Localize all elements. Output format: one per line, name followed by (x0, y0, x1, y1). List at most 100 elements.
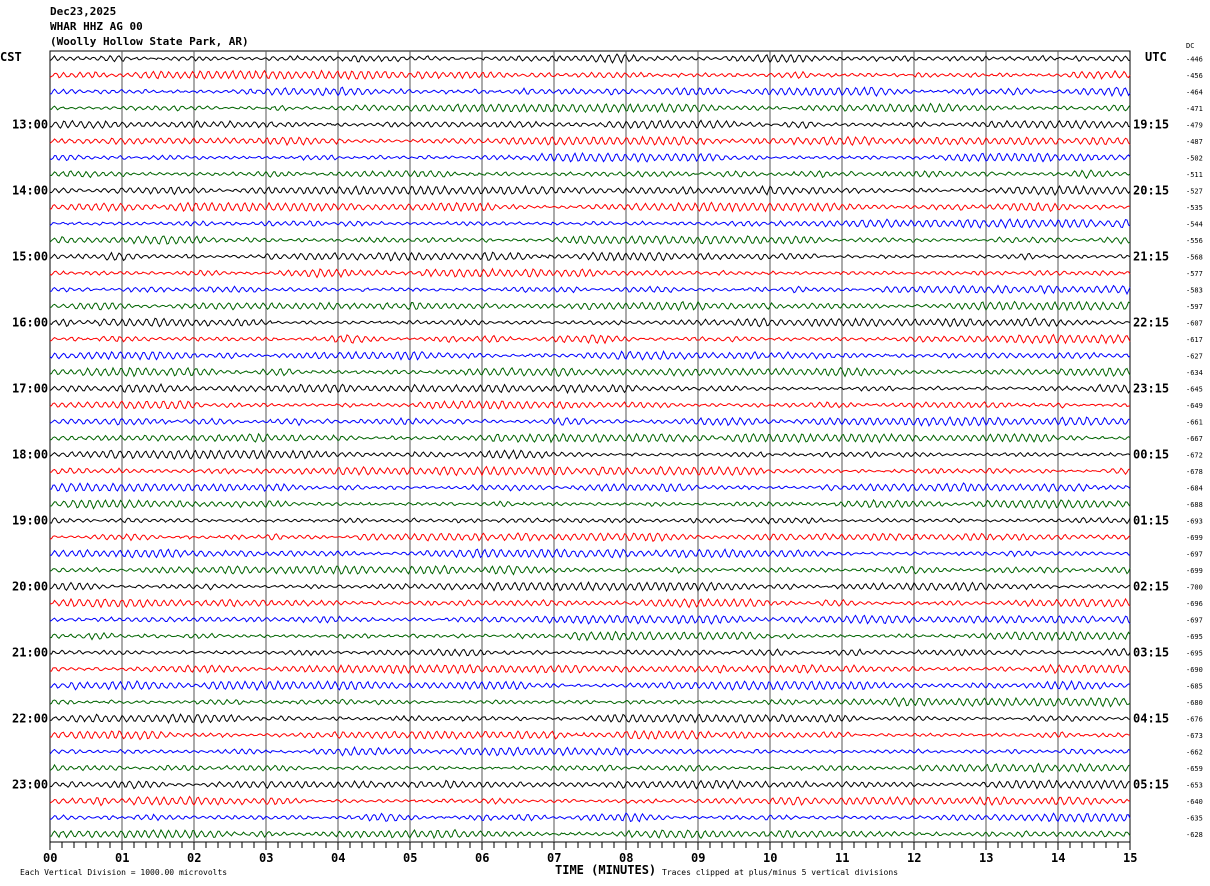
dc-offset-label: -635 (1186, 815, 1203, 823)
dc-offset-label: -471 (1186, 105, 1203, 113)
utc-hour-label: 21:15 (1133, 250, 1169, 264)
dc-offset-label: -464 (1186, 89, 1203, 97)
station-location: (Woolly Hollow State Park, AR) (50, 35, 249, 48)
cst-hour-label: 16:00 (12, 316, 48, 330)
seismic-trace (49, 169, 1131, 180)
seismic-trace (49, 630, 1131, 642)
cst-hour-label: 14:00 (12, 184, 48, 198)
dc-offset-label: -693 (1186, 518, 1203, 526)
dc-offset-label: -479 (1186, 122, 1203, 130)
x-tick-label: 08 (619, 851, 633, 865)
seismic-trace (49, 762, 1131, 773)
dc-offset-label: -649 (1186, 402, 1203, 410)
dc-offset-label: -527 (1186, 188, 1203, 196)
dc-offset-label: -627 (1186, 353, 1203, 361)
dc-offset-label: -487 (1186, 138, 1203, 146)
seismic-trace (49, 548, 1131, 559)
dc-offset-label: -680 (1186, 699, 1203, 707)
dc-offset-label: -676 (1186, 716, 1203, 724)
utc-hour-label: 03:15 (1133, 646, 1169, 660)
seismic-trace (49, 284, 1131, 296)
cst-hour-label: 17:00 (12, 382, 48, 396)
seismic-trace (49, 102, 1131, 114)
seismic-trace (49, 746, 1131, 757)
seismic-trace (49, 614, 1131, 625)
seismic-trace (49, 679, 1131, 692)
seismic-trace (49, 218, 1131, 230)
seismic-trace (49, 135, 1131, 147)
dc-offset-label: -673 (1186, 732, 1203, 740)
seismic-trace (49, 184, 1131, 197)
cst-hour-label: 13:00 (12, 118, 48, 132)
seismic-trace (49, 53, 1131, 64)
utc-hour-label: 20:15 (1133, 184, 1169, 198)
x-tick-label: 13 (979, 851, 993, 865)
dc-offset-label: -672 (1186, 452, 1203, 460)
scale-note: Each Vertical Division = 1000.00 microvo… (20, 868, 227, 877)
dc-offset-label: -685 (1186, 683, 1203, 691)
x-tick-label: 14 (1051, 851, 1065, 865)
seismic-trace (49, 251, 1131, 262)
dc-offset-label: -699 (1186, 567, 1203, 575)
dc-offset-label: -659 (1186, 765, 1203, 773)
utc-hour-label: 22:15 (1133, 316, 1169, 330)
seismic-trace (49, 201, 1131, 213)
dc-offset-label: -544 (1186, 221, 1203, 229)
x-tick-label: 03 (259, 851, 273, 865)
seismic-trace (50, 713, 1131, 724)
seismic-trace (49, 465, 1131, 477)
seismic-trace (49, 729, 1131, 741)
dc-offset-label: -617 (1186, 336, 1203, 344)
dc-offset-label: -634 (1186, 369, 1203, 377)
dc-offset-label: -583 (1186, 287, 1203, 295)
seismic-trace (49, 432, 1131, 444)
dc-offset-label: -695 (1186, 633, 1203, 641)
x-tick-label: 06 (475, 851, 489, 865)
plot-frame (49, 50, 1131, 843)
seismic-trace (49, 300, 1131, 312)
plot-date: Dec23,2025 (50, 5, 117, 18)
cst-hour-label: 21:00 (12, 646, 48, 660)
dc-offset-label: -535 (1186, 204, 1203, 212)
seismic-trace (49, 663, 1131, 675)
x-tick-label: 04 (331, 851, 345, 865)
x-tick-label: 15 (1123, 851, 1137, 865)
x-tick-label: 10 (763, 851, 777, 865)
seismic-trace (49, 647, 1131, 657)
dc-offset-label: -697 (1186, 551, 1203, 559)
x-tick-label: 07 (547, 851, 561, 865)
dc-offset-label: -678 (1186, 468, 1203, 476)
dc-offset-label: -700 (1186, 584, 1203, 592)
utc-hour-label: 02:15 (1133, 580, 1169, 594)
seismic-trace (49, 366, 1131, 378)
x-tick-label: 12 (907, 851, 921, 865)
dc-offset-label: -661 (1186, 419, 1203, 427)
dc-offset-label: -697 (1186, 617, 1203, 625)
dc-offset-label: -684 (1186, 485, 1203, 493)
cst-hour-label: 15:00 (12, 250, 48, 264)
dc-offset-label: -667 (1186, 435, 1203, 443)
seismic-trace (49, 516, 1131, 525)
x-tick-label: 00 (43, 851, 57, 865)
seismic-trace (49, 449, 1131, 460)
x-tick-label: 09 (691, 851, 705, 865)
dc-offset-label: -511 (1186, 171, 1203, 179)
seismic-trace (49, 696, 1131, 708)
seismic-trace (49, 795, 1131, 807)
utc-hour-label: 01:15 (1133, 514, 1169, 528)
seismic-trace (49, 532, 1131, 543)
station-id: WHAR HHZ AG 00 (50, 20, 143, 33)
dc-offset-label: -446 (1186, 56, 1203, 64)
seismic-trace (49, 382, 1131, 395)
seismic-trace (49, 69, 1131, 81)
cst-hour-label: 19:00 (12, 514, 48, 528)
utc-hour-label: 04:15 (1133, 712, 1169, 726)
x-tick-label: 11 (835, 851, 849, 865)
dc-offset-label: -607 (1186, 320, 1203, 328)
seismic-trace (49, 350, 1131, 361)
seismic-trace (49, 779, 1130, 790)
dc-offset-label: -456 (1186, 72, 1203, 80)
dc-offset-label: -568 (1186, 254, 1203, 262)
dc-offset-label: -653 (1186, 782, 1203, 790)
